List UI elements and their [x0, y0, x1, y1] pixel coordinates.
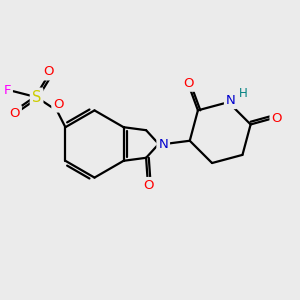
Text: O: O: [53, 98, 64, 111]
Text: O: O: [10, 106, 20, 120]
Text: S: S: [32, 90, 41, 105]
Text: N: N: [226, 94, 236, 107]
Text: O: O: [184, 77, 194, 90]
Text: O: O: [272, 112, 282, 124]
Text: F: F: [4, 84, 11, 97]
Text: H: H: [238, 87, 247, 100]
Text: O: O: [143, 179, 154, 192]
Text: N: N: [158, 137, 168, 151]
Text: O: O: [44, 65, 54, 79]
